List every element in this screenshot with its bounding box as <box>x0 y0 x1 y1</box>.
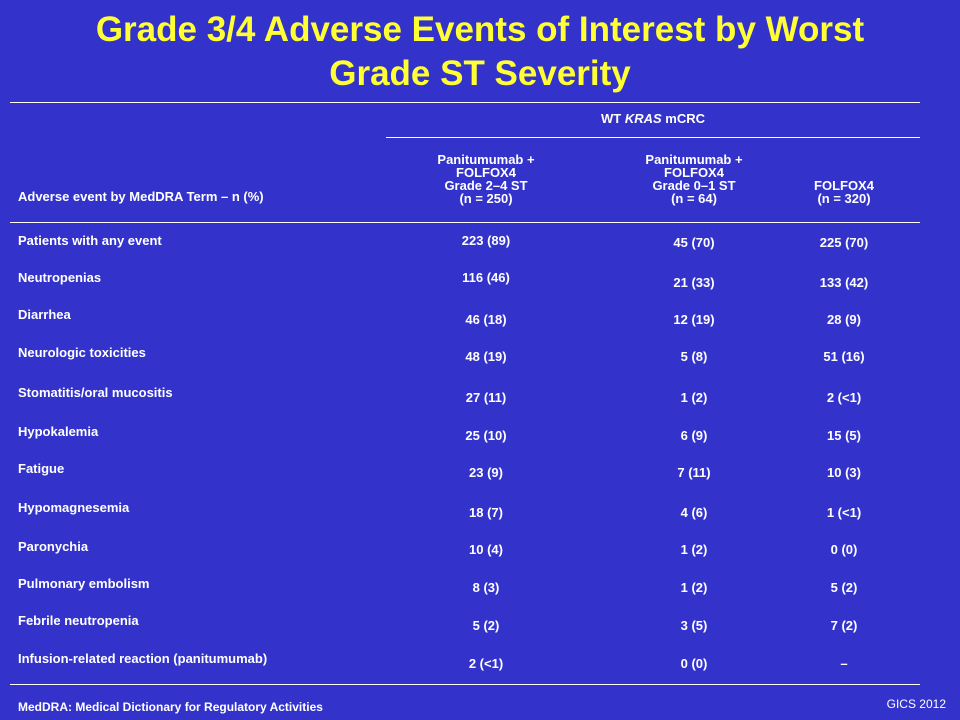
value-col-1: 2 (<1) <box>468 656 504 671</box>
row-label: Febrile neutropenia <box>18 613 139 628</box>
column-header-3: FOLFOX4 (n = 320) <box>744 179 944 205</box>
value-col-2: 0 (0) <box>680 656 708 671</box>
column-header-2: Panitumumab + FOLFOX4 Grade 0–1 ST (n = … <box>594 153 794 205</box>
row-label: Fatigue <box>18 461 65 476</box>
slide-title: Grade 3/4 Adverse Events of Interest by … <box>0 8 960 96</box>
value-col-1: 46 (18) <box>465 312 507 327</box>
column-header-1-line3: Grade 2–4 ST <box>444 178 528 193</box>
value-col-1: 223 (89) <box>461 233 511 248</box>
group-header-suffix: mCRC <box>661 111 705 126</box>
value-col-1: 48 (19) <box>465 349 507 364</box>
header-bottom-rule <box>10 222 920 223</box>
column-header-1-line4: (n = 250) <box>459 191 513 206</box>
row-label: Hypokalemia <box>18 424 99 439</box>
value-col-2: 1 (2) <box>680 390 708 405</box>
value-col-3: 51 (16) <box>823 349 865 364</box>
row-label: Infusion-related reaction (panitumumab) <box>18 651 268 666</box>
column-header-1-line1: Panitumumab + <box>437 152 535 167</box>
row-label: Pulmonary embolism <box>18 576 150 591</box>
value-col-1: 8 (3) <box>472 580 500 595</box>
row-label: Neutropenias <box>18 270 102 285</box>
title-line-1: Grade 3/4 Adverse Events of Interest by … <box>95 10 865 49</box>
row-label: Paronychia <box>18 539 89 554</box>
row-label: Stomatitis/oral mucositis <box>18 385 173 400</box>
column-header-2-line2: FOLFOX4 <box>664 165 724 180</box>
value-col-3: 1 (<1) <box>826 505 862 520</box>
footnote: MedDRA: Medical Dictionary for Regulator… <box>18 700 323 714</box>
row-label: Neurologic toxicities <box>18 345 146 360</box>
value-col-2: 12 (19) <box>673 312 715 327</box>
value-col-2: 6 (9) <box>680 428 708 443</box>
value-col-3: 2 (<1) <box>826 390 862 405</box>
column-header-2-line3: Grade 0–1 ST <box>652 178 736 193</box>
value-col-1: 23 (9) <box>469 465 503 480</box>
value-col-1: 5 (2) <box>472 618 500 633</box>
row-label: Diarrhea <box>18 307 71 322</box>
column-header-2-line1: Panitumumab + <box>645 152 743 167</box>
value-col-3: – <box>840 656 848 671</box>
row-label: Hypomagnesemia <box>18 500 130 515</box>
conference-credit: GICS 2012 <box>886 697 946 711</box>
value-col-3: 0 (0) <box>830 542 858 557</box>
column-header-3-line4: (n = 320) <box>817 191 871 206</box>
value-col-1: 25 (10) <box>465 428 507 443</box>
value-col-1: 18 (7) <box>469 505 503 520</box>
value-col-3: 15 (5) <box>827 428 861 443</box>
group-header-gene: KRAS <box>624 111 662 126</box>
table-top-rule <box>10 102 920 103</box>
value-col-2: 1 (2) <box>680 542 708 557</box>
row-label: Patients with any event <box>18 233 162 248</box>
column-header-1: Panitumumab + FOLFOX4 Grade 2–4 ST (n = … <box>386 153 586 205</box>
table-bottom-rule <box>10 684 920 685</box>
column-header-1-line2: FOLFOX4 <box>456 165 516 180</box>
value-col-3: 5 (2) <box>830 580 858 595</box>
group-header-rule <box>386 137 920 138</box>
value-col-3: 28 (9) <box>827 312 861 327</box>
value-col-1: 116 (46) <box>462 270 510 285</box>
title-line-2: Grade ST Severity <box>329 54 631 93</box>
value-col-2: 45 (70) <box>673 235 715 250</box>
column-header-3-line3: FOLFOX4 <box>814 178 874 193</box>
value-col-3: 133 (42) <box>819 275 869 290</box>
row-header: Adverse event by MedDRA Term – n (%) <box>18 189 264 204</box>
group-header-prefix: WT <box>600 111 625 126</box>
value-col-1: 10 (4) <box>469 542 503 557</box>
value-col-2: 4 (6) <box>680 505 708 520</box>
value-col-1: 27 (11) <box>465 390 507 405</box>
value-col-3: 7 (2) <box>830 618 858 633</box>
value-col-2: 7 (11) <box>677 465 711 480</box>
value-col-3: 225 (70) <box>819 235 869 250</box>
value-col-2: 3 (5) <box>680 618 708 633</box>
value-col-2: 1 (2) <box>680 580 708 595</box>
value-col-3: 10 (3) <box>827 465 861 480</box>
value-col-2: 5 (8) <box>680 349 708 364</box>
group-header: WT KRAS mCRC <box>386 111 920 126</box>
value-col-2: 21 (33) <box>673 275 715 290</box>
column-header-2-line4: (n = 64) <box>671 191 717 206</box>
